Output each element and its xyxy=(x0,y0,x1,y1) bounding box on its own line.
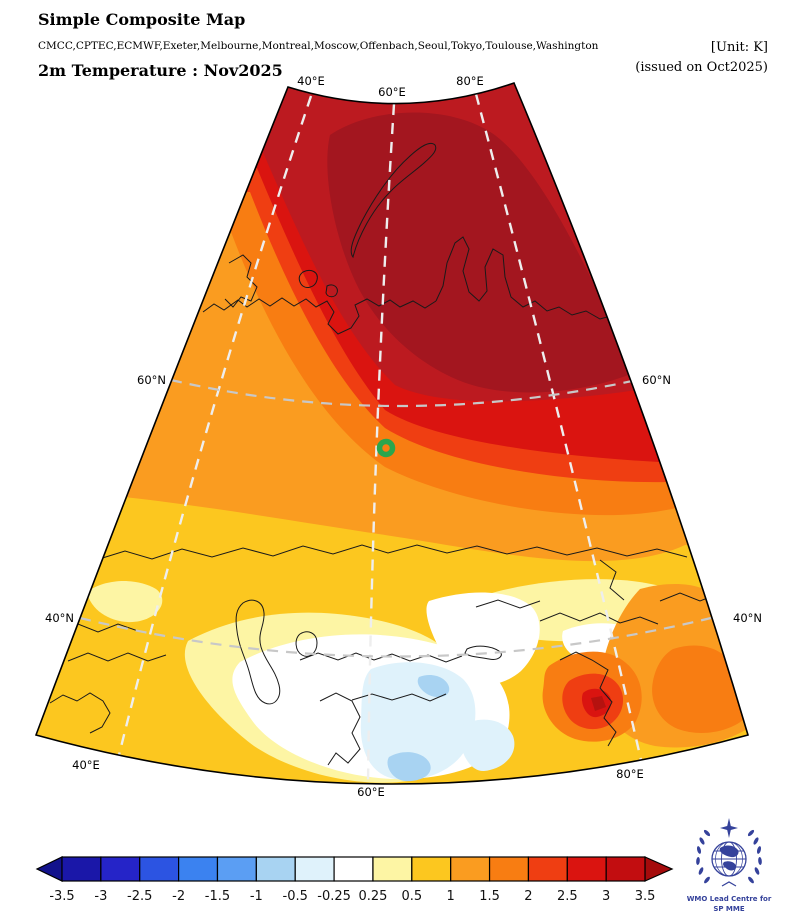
coastline-lake-ladoga xyxy=(298,269,318,288)
location-marker xyxy=(376,438,396,458)
unit-label: [Unit: K] xyxy=(710,40,768,55)
coastline-arctic-east xyxy=(435,236,651,328)
colorbar-cell xyxy=(139,856,180,882)
graticule xyxy=(79,93,712,784)
colorbar-tick-label: -3 xyxy=(94,889,107,904)
variable-title: 2m Temperature : Nov2025 xyxy=(38,61,283,80)
border-east-5 xyxy=(599,559,625,601)
page-title: Simple Composite Map xyxy=(38,10,246,29)
coastline-arctic-west xyxy=(202,297,437,335)
wmo-logo: WMO Lead Centre for SP MME xyxy=(687,818,772,913)
colorbar-cell xyxy=(566,856,607,882)
colorbar-cell xyxy=(527,856,568,882)
grid-label-bottom-40e: 40°E xyxy=(72,758,100,772)
colorbar-tick-label: 2.5 xyxy=(557,889,578,904)
wmo-wreath xyxy=(696,829,762,887)
grid-label-right-60n: 60°N xyxy=(642,373,671,387)
coastline-black-sea xyxy=(49,692,111,734)
grid-label-bottom-60e: 60°E xyxy=(357,785,385,799)
colorbar-tick-label: -2.5 xyxy=(127,889,152,904)
band-deep-red-core xyxy=(327,112,631,393)
gridline-meridian-40e xyxy=(117,95,313,756)
blob-dark-orange-southeast xyxy=(652,645,748,733)
colorbar-cell xyxy=(216,856,257,882)
colorbar-cell xyxy=(178,856,219,882)
colorbar-cell xyxy=(294,856,335,882)
colorbar-tick-label: -1 xyxy=(250,889,263,904)
colorbar-tick-label: 0.25 xyxy=(358,889,387,904)
colorbar-cell xyxy=(333,856,374,882)
grid-label-top-60e: 60°E xyxy=(378,85,406,99)
blob-medium-blue-2 xyxy=(387,752,431,782)
colorbar-tick-label: -2 xyxy=(172,889,185,904)
wmo-star-icon xyxy=(720,818,738,838)
blob-medium-blue-1 xyxy=(417,675,450,698)
coastline-scandinavia xyxy=(224,254,258,308)
wmo-logo-caption-2: SP MME xyxy=(713,905,745,913)
model-list: CMCC,CPTEC,ECMWF,Exeter,Melbourne,Montre… xyxy=(38,40,599,52)
blob-pale-yellow-left xyxy=(87,581,163,623)
gridline-meridian-80e xyxy=(474,93,643,761)
colorbar-tick-label: -0.5 xyxy=(283,889,308,904)
gridline-meridian-60e xyxy=(366,103,396,784)
colorbar-tick-label: 3 xyxy=(602,889,610,904)
grid-label-right-40n: 40°N xyxy=(733,611,762,625)
issued-label: (issued on Oct2025) xyxy=(635,60,768,75)
colorbar-tick-label: -1.5 xyxy=(205,889,230,904)
border-east-1 xyxy=(539,612,659,625)
grid-label-top-80e: 80°E xyxy=(456,74,484,88)
grid-label-top-40e: 40°E xyxy=(297,74,325,88)
blob-pale-blue-east xyxy=(459,719,515,772)
wmo-globe xyxy=(711,841,747,877)
colorbar-cell xyxy=(605,856,646,882)
border-east-2 xyxy=(559,651,617,747)
coastline-caspian xyxy=(235,599,281,705)
colorbar-tick-label: 3.5 xyxy=(635,889,656,904)
colorbar-tick-label: 2 xyxy=(524,889,532,904)
colorbar-tick-label: -0.25 xyxy=(317,889,351,904)
hotspot-core xyxy=(591,696,606,711)
gridline-parallel-60n xyxy=(170,378,638,408)
wmo-logo-caption-1: WMO Lead Centre for xyxy=(687,895,772,903)
colorbar-arrow-left xyxy=(35,856,63,882)
grid-label-left-60n: 60°N xyxy=(137,373,166,387)
coastline-balkhash xyxy=(464,645,502,660)
colorbar-cell xyxy=(100,856,141,882)
border-iran-afghan xyxy=(319,692,361,766)
colorbar-cell xyxy=(61,856,102,882)
colorbar-cell xyxy=(372,856,413,882)
colorbar-cell xyxy=(255,856,296,882)
grid-label-left-40n: 40°N xyxy=(45,611,74,625)
coastline-novaya-zemlya xyxy=(350,142,437,259)
colorbar: -3.5 -3 -2.5 -2 -1.5 -1 -0.5 -0.25 0.25 0.5 1 1.5 2 2… xyxy=(35,856,674,904)
wmo-landmass xyxy=(719,845,739,871)
colorbar-cell xyxy=(450,856,491,882)
fan-outline xyxy=(34,81,749,785)
border-kazakhstan-north xyxy=(95,544,688,561)
colorbar-tick-label: -3.5 xyxy=(49,889,74,904)
grid-label-bottom-80e: 80°E xyxy=(616,767,644,781)
colorbar-cell xyxy=(488,856,530,882)
border-caucasus-1 xyxy=(67,652,167,662)
colorbar-tick-label: 1 xyxy=(447,889,455,904)
colorbar-tick-label: 0.5 xyxy=(401,889,422,904)
colorbar-tick-label: 1.5 xyxy=(479,889,500,904)
coastline-lake-onega xyxy=(325,284,338,298)
colorbar-arrow-right xyxy=(644,856,674,882)
border-east-4 xyxy=(475,599,541,609)
temperature-anomaly-map: 40°E 60°E 80°E 40°E 60°E 80°E 60°N 40°N … xyxy=(34,74,762,799)
colorbar-cell xyxy=(411,856,452,882)
